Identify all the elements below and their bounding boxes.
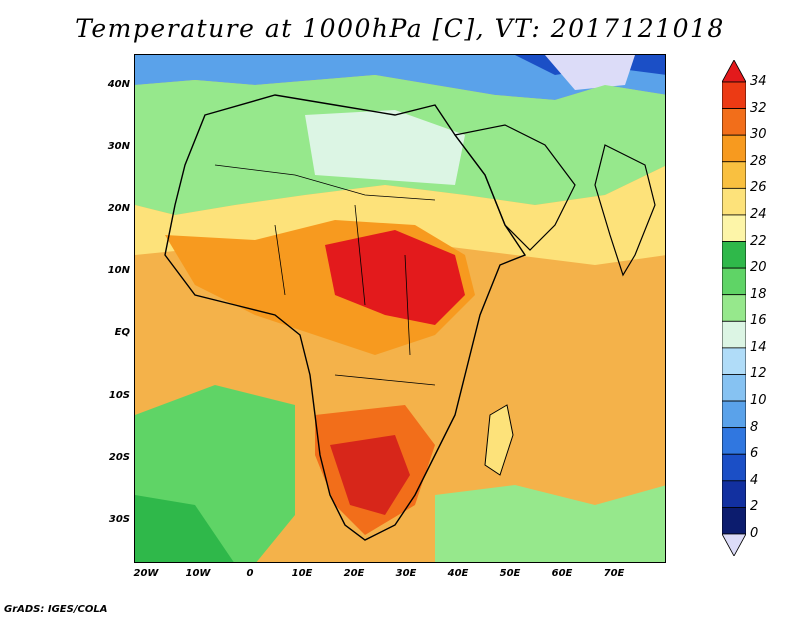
hot-southern-africa <box>330 435 410 515</box>
lat-tick-10s: 10S <box>108 390 130 401</box>
madagascar <box>484 404 514 476</box>
chart-title: Temperature at 1000hPa [C], VT: 20171210… <box>75 14 725 43</box>
colorbar-bin <box>722 400 746 429</box>
colorbar-label: 18 <box>750 286 767 302</box>
colorbar-bin <box>722 374 746 402</box>
colorbar-label: 32 <box>750 100 767 116</box>
colorbar-label: 34 <box>750 74 767 89</box>
colorbar-bin <box>722 320 746 349</box>
colorbar <box>722 60 746 556</box>
lon-tick-10e: 10E <box>291 568 313 579</box>
colorbar-label: 30 <box>750 127 767 143</box>
below-zero-area <box>545 55 635 90</box>
cold-north-area <box>135 55 665 100</box>
colorbar-label: 0 <box>750 526 759 541</box>
colorbar-label: 14 <box>750 339 767 355</box>
lat-tick-40n: 40N <box>107 79 130 90</box>
colorbar-bin <box>722 347 746 375</box>
lat-tick-30n: 30N <box>107 141 130 152</box>
lon-tick-30e: 30E <box>395 568 417 579</box>
colorbar-bin <box>722 241 746 269</box>
colorbar-label: 10 <box>750 393 767 409</box>
colorbar-bin <box>722 480 746 508</box>
colorbar-label: 16 <box>750 313 767 329</box>
colorbar-bin <box>722 81 746 109</box>
colorbar-bin <box>722 453 746 482</box>
country-borders <box>214 164 436 386</box>
colorbar-bin <box>722 187 746 216</box>
colorbar-bin <box>722 507 746 535</box>
map-canvas <box>135 55 665 562</box>
lon-tick-70e: 70E <box>603 568 625 579</box>
lon-tick-60e: 60E <box>551 568 573 579</box>
credit-text: GrADS: IGES/COLA <box>4 604 108 615</box>
temperature-map <box>134 54 666 563</box>
lat-tick-eq: EQ <box>114 327 130 338</box>
lon-tick-20w: 20W <box>133 568 159 579</box>
india-outline <box>594 144 656 277</box>
lon-tick-20e: 20E <box>343 568 365 579</box>
colorbar-label: 22 <box>750 233 767 249</box>
lon-tick-40e: 40E <box>447 568 469 579</box>
arabia-outline <box>453 124 576 251</box>
colorbar-label: 24 <box>750 206 767 222</box>
colorbar-bin <box>722 427 746 455</box>
colorbar-bin <box>722 267 746 296</box>
colorbar-label: 2 <box>750 499 759 515</box>
colorbar-label: 28 <box>750 153 767 169</box>
colorbar-label: 4 <box>750 472 759 488</box>
colorbar-bin <box>722 214 746 242</box>
cool-south-indian <box>435 485 665 562</box>
colorbar-label: 20 <box>750 260 767 276</box>
lon-tick-10w: 10W <box>185 568 211 579</box>
colorbar-label: 12 <box>750 366 767 382</box>
lat-tick-10n: 10N <box>107 265 130 276</box>
lat-tick-20n: 20N <box>107 203 130 214</box>
colorbar-bin <box>722 294 746 322</box>
colorbar-bin <box>722 161 746 189</box>
colorbar-label: 6 <box>750 446 759 462</box>
cooler-south-atlantic <box>135 495 234 562</box>
colorbar-bin <box>722 108 746 136</box>
lon-tick-50e: 50E <box>499 568 521 579</box>
lon-tick-0: 0 <box>246 568 254 579</box>
colorbar-bin <box>722 134 746 163</box>
lat-tick-20s: 20S <box>108 452 130 463</box>
colorbar-bottom-triangle <box>722 533 746 556</box>
colorbar-label: 26 <box>750 180 767 196</box>
sahara-cool-area <box>305 110 465 185</box>
colorbar-top-triangle <box>722 60 746 83</box>
africa-outline <box>164 94 527 541</box>
lat-tick-30s: 30S <box>108 514 130 525</box>
colorbar-label: 8 <box>750 419 759 435</box>
